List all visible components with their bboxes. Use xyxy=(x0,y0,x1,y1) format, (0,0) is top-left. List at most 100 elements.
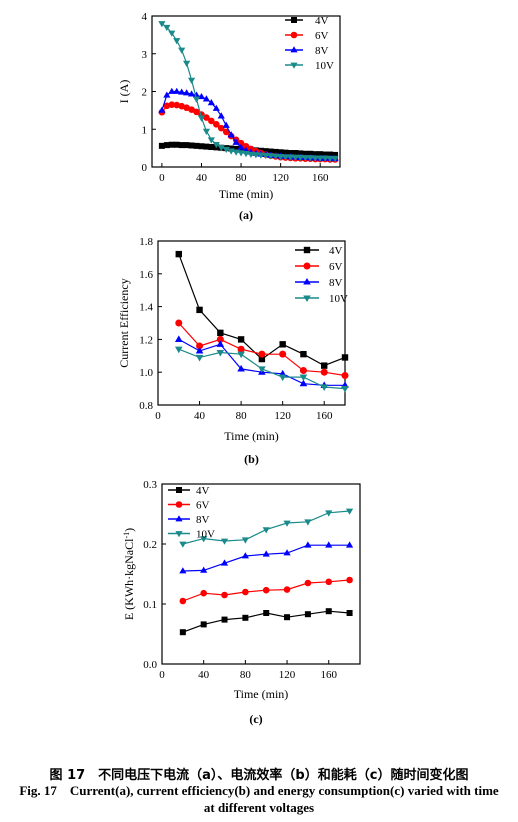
data-point-8V xyxy=(200,566,208,573)
chart-panel-2: 0 40 80 120 160 0.8 1.0 1.2 1.4 1.6 1.8 Time (min) C… xyxy=(117,236,349,466)
series-line-8V xyxy=(178,338,345,386)
data-point-8V xyxy=(163,91,171,98)
legend-marker xyxy=(303,295,311,302)
data-point-10V xyxy=(179,541,187,548)
y-axis-label: I (A) xyxy=(117,80,131,104)
data-point-8V xyxy=(241,552,249,559)
data-point-6V xyxy=(208,117,215,125)
series-4V xyxy=(175,250,349,369)
legend-marker xyxy=(291,17,297,23)
data-point-6V xyxy=(168,101,176,109)
x-tick-label: 0 xyxy=(159,669,165,681)
data-point-6V xyxy=(221,591,228,599)
data-point-6V xyxy=(173,101,181,109)
data-point-10V xyxy=(278,374,287,382)
data-point-10V xyxy=(277,154,285,161)
data-point-8V xyxy=(262,550,270,557)
data-point-10V xyxy=(326,155,334,163)
legend-marker xyxy=(303,278,311,285)
data-point-8V xyxy=(345,541,354,548)
legend-entry-6V: 6V xyxy=(295,261,343,273)
series-10V xyxy=(179,508,354,548)
data-point-6V xyxy=(178,102,185,110)
data-point-10V xyxy=(286,154,295,161)
legend-label: 8V xyxy=(315,45,329,57)
data-point-4V xyxy=(193,142,200,149)
y-tick-label: 0.0 xyxy=(143,659,157,671)
legend-entry-6V: 6V xyxy=(168,500,210,512)
y-tick-label: 0.8 xyxy=(139,400,153,412)
data-point-6V xyxy=(188,106,195,113)
panel-label: (c) xyxy=(249,712,262,726)
data-point-10V xyxy=(262,527,270,534)
legend-entry-8V: 8V xyxy=(285,45,329,57)
data-point-6V xyxy=(320,368,328,376)
data-point-10V xyxy=(262,152,270,160)
legend-label: 4V xyxy=(315,15,329,27)
data-point-10V xyxy=(341,386,349,393)
chart-panel-3: 0 40 80 120 160 0.0 0.1 0.2 0.3 Time (min) E (KWh·… xyxy=(122,479,361,726)
data-point-8V xyxy=(192,91,201,98)
y-axis-label: E (KWh·kgNaCl-1) xyxy=(122,528,137,620)
data-point-6V xyxy=(200,589,207,597)
data-point-10V xyxy=(195,354,204,362)
series-10V xyxy=(158,21,339,163)
y-tick-label: 0.1 xyxy=(143,599,157,611)
legend-entry-10V: 10V xyxy=(285,60,334,72)
data-point-4V xyxy=(200,621,207,628)
data-point-8V xyxy=(283,549,291,556)
x-tick-label: 120 xyxy=(272,172,289,184)
legend-label: 8V xyxy=(196,514,210,526)
data-point-6V xyxy=(258,350,266,358)
legend-label: 4V xyxy=(329,245,343,257)
data-point-10V xyxy=(311,155,319,162)
legend-label: 10V xyxy=(315,60,334,72)
series-line-8V xyxy=(182,544,350,572)
data-point-10V xyxy=(168,30,176,37)
x-tick-label: 0 xyxy=(159,172,165,184)
data-point-6V xyxy=(213,121,220,128)
series-10V xyxy=(174,346,349,393)
data-point-10V xyxy=(321,155,329,162)
data-point-10V xyxy=(241,537,249,544)
data-point-8V xyxy=(237,143,245,150)
y-tick-label: 1.4 xyxy=(139,302,153,314)
data-point-8V xyxy=(158,106,166,113)
data-point-4V xyxy=(163,142,170,149)
data-point-10V xyxy=(304,519,312,526)
data-point-6V xyxy=(175,319,183,327)
legend-entry-4V: 4V xyxy=(295,245,343,257)
data-point-4V xyxy=(179,629,186,636)
data-point-6V xyxy=(163,102,171,110)
data-point-4V xyxy=(284,614,291,621)
legend-entry-4V: 4V xyxy=(285,15,329,27)
x-tick-label: 40 xyxy=(194,410,206,422)
data-point-8V xyxy=(173,87,181,94)
data-point-10V xyxy=(212,141,220,149)
data-point-6V xyxy=(262,586,270,594)
data-point-8V xyxy=(220,559,229,566)
data-point-6V xyxy=(242,588,249,596)
legend-label: 6V xyxy=(329,261,343,273)
data-point-4V xyxy=(341,354,349,361)
data-point-10V xyxy=(163,24,171,32)
x-tick-label: 120 xyxy=(279,669,296,681)
caption-english-line-2: at different voltages xyxy=(203,800,315,815)
legend-entry-8V: 8V xyxy=(295,277,343,289)
y-tick-label: 3 xyxy=(142,49,148,61)
data-point-6V xyxy=(237,139,245,147)
data-point-6V xyxy=(325,578,333,586)
data-point-10V xyxy=(325,510,333,517)
data-point-10V xyxy=(267,153,275,160)
data-point-4V xyxy=(317,151,324,158)
data-point-6V xyxy=(299,367,307,375)
data-point-6V xyxy=(341,371,349,379)
data-point-10V xyxy=(217,144,225,152)
data-point-4V xyxy=(307,150,314,157)
data-point-10V xyxy=(187,77,196,84)
data-point-6V xyxy=(216,335,224,343)
legend-marker xyxy=(290,46,298,53)
y-tick-label: 0 xyxy=(142,162,148,174)
data-point-10V xyxy=(200,536,208,543)
